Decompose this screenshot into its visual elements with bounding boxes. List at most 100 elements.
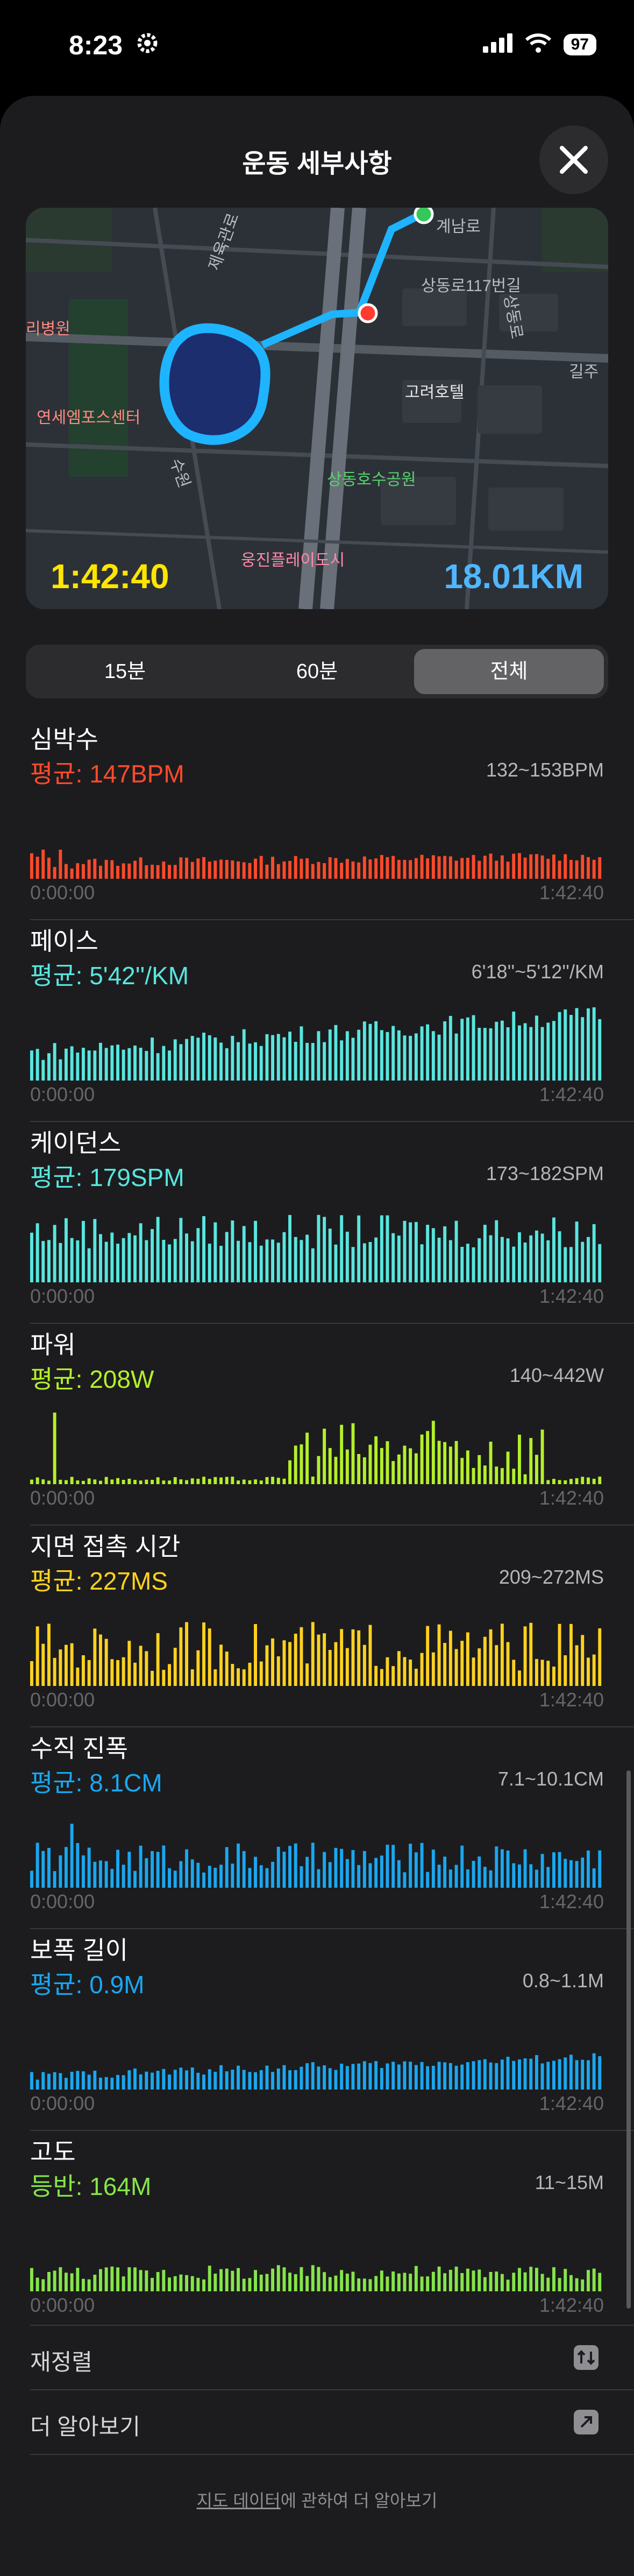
chart-bar: [569, 1624, 573, 1686]
route-map[interactable]: 계남로 제육관로 상동로117번길 고려호텔 리병원 연세엠포스센터 상동호수공…: [26, 208, 608, 609]
chart-bar: [196, 858, 200, 879]
chart-bar: [311, 2265, 315, 2291]
chart-bar: [472, 1861, 475, 1888]
chart-bar: [546, 1867, 550, 1888]
chart-bar: [317, 1869, 320, 1888]
chart-bar: [374, 1858, 378, 1888]
chart-bar: [472, 2061, 475, 2090]
chart-bar: [368, 2279, 372, 2291]
chart-bar: [362, 1021, 366, 1081]
chart-bar: [500, 1020, 504, 1081]
chart-bar: [500, 2059, 504, 2090]
chart-bar: [145, 1240, 148, 1282]
map-label: 길주: [569, 363, 599, 381]
chart-bar: [403, 859, 407, 879]
chart-bar: [478, 1455, 481, 1484]
chart-bar: [311, 1622, 315, 1686]
chart-bar: [76, 1843, 80, 1888]
chart-bar: [110, 1479, 114, 1484]
scrollbar[interactable]: [626, 1770, 631, 2309]
chart-bar: [190, 2067, 194, 2090]
chart-bar: [317, 2066, 320, 2090]
close-button[interactable]: [539, 125, 608, 194]
chart-bar: [598, 1850, 602, 1888]
chart-bar: [380, 1030, 383, 1081]
chart-bar: [271, 1477, 274, 1484]
chart-bar: [41, 1241, 45, 1282]
chart-bar: [529, 854, 533, 879]
chart-bar: [592, 1224, 596, 1282]
chart-bar: [271, 1638, 274, 1686]
chart-bar: [454, 1865, 458, 1888]
metric-bar-chart: [30, 849, 602, 879]
chart-bar: [386, 1845, 389, 1888]
chart-bar: [133, 1871, 137, 1888]
chart-bar: [345, 2274, 349, 2291]
chart-bar: [495, 860, 498, 879]
chart-bar: [598, 1628, 602, 1686]
chart-bar: [242, 2278, 246, 2291]
chart-bar: [351, 2271, 355, 2291]
chart-bar: [59, 1243, 62, 1282]
chart-bar: [529, 2267, 533, 2291]
chart-bar: [213, 1222, 217, 1282]
chart-bar: [414, 1033, 418, 1081]
reorder-label: 재정렬: [30, 2349, 92, 2375]
chart-bar: [357, 1865, 361, 1888]
chart-bar: [443, 856, 447, 879]
chart-bar: [546, 1480, 550, 1484]
chart-bar: [276, 2265, 280, 2291]
chart-bar: [59, 1649, 62, 1686]
chart-bar: [489, 1870, 493, 1888]
chart-bar: [231, 860, 234, 879]
chart-bar: [472, 1657, 475, 1686]
chart-bar: [472, 1015, 475, 1081]
chart-bar: [208, 2266, 211, 2291]
chart-bar: [294, 1237, 297, 1282]
chart-bar: [145, 1479, 148, 1484]
chart-bar: [564, 854, 567, 879]
chart-bar: [271, 1239, 274, 1282]
chart-bar: [116, 2074, 119, 2090]
chart-bar: [334, 2070, 338, 2090]
chart-bar: [242, 1029, 246, 1081]
chart-bar: [529, 1235, 533, 1282]
chart-bar: [196, 1228, 200, 1282]
chart-bar: [540, 1660, 544, 1686]
chart-bar: [460, 1247, 464, 1282]
chart-bar: [351, 2064, 355, 2090]
chart-bar: [518, 2268, 521, 2291]
chart-bar: [323, 1852, 326, 1888]
chart-bar: [116, 1660, 119, 1686]
reorder-row[interactable]: 재정렬: [30, 2325, 604, 2389]
chart-bar: [35, 2277, 39, 2291]
chart-bar: [300, 1866, 303, 1888]
chart-bar: [282, 2065, 286, 2090]
close-icon: [560, 146, 588, 174]
divider: [30, 1726, 634, 1727]
learn-more-row[interactable]: 더 알아보기: [30, 2389, 604, 2454]
chart-bar: [575, 1478, 579, 1484]
segment-60min[interactable]: 60분: [296, 660, 338, 683]
segment-15min[interactable]: 15분: [104, 660, 146, 683]
chart-bar: [288, 2070, 291, 2090]
chart-bar: [76, 1667, 80, 1686]
chart-bar: [380, 855, 383, 879]
chart-bar: [248, 2072, 252, 2090]
chart-bar: [460, 1641, 464, 1686]
axis-start-label: 0:00:00: [30, 1689, 95, 1711]
chart-bar: [362, 1243, 366, 1282]
chart-bar: [466, 1450, 469, 1484]
chart-bar: [35, 1626, 39, 1686]
metric-title: 보폭 길이: [30, 1936, 129, 1964]
chart-bar: [380, 1855, 383, 1888]
chart-bar: [156, 2272, 160, 2291]
map-data-link[interactable]: 지도 데이터: [196, 2491, 281, 2510]
axis-start-label: 0:00:00: [30, 1487, 95, 1509]
chart-bar: [122, 1657, 125, 1686]
chart-bar: [391, 1026, 395, 1081]
metric-title: 지면 접촉 시간: [30, 1533, 181, 1561]
chart-bar: [587, 857, 590, 879]
chart-bar: [340, 1848, 344, 1888]
segment-all[interactable]: 전체: [414, 649, 604, 694]
